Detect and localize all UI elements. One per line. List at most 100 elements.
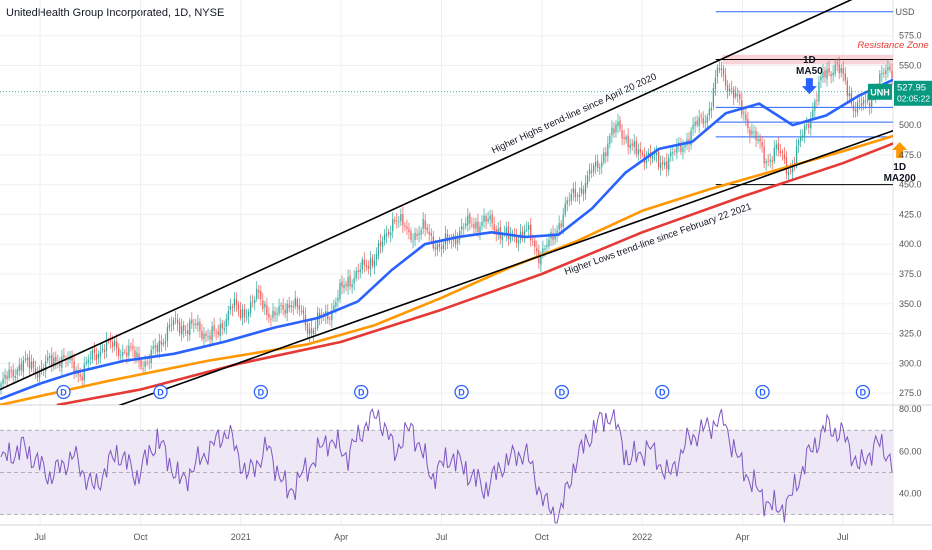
time-tick-label: Oct <box>535 532 550 542</box>
candle-body <box>247 311 250 317</box>
candle-body <box>542 248 544 256</box>
candle-body <box>483 215 485 222</box>
price-badge <box>894 80 932 106</box>
candle-body <box>134 350 136 359</box>
candle-body <box>603 152 605 163</box>
dividend-marker-circle <box>755 384 770 400</box>
candle-body <box>333 305 335 310</box>
candle-body <box>726 85 729 92</box>
candle-body <box>808 124 810 128</box>
candle-body <box>463 227 465 229</box>
candle-body <box>716 67 719 77</box>
candle-body <box>487 218 489 222</box>
candle-body <box>536 248 538 252</box>
candle-body <box>619 120 621 130</box>
candle-body <box>339 283 341 300</box>
candle-body <box>775 144 777 149</box>
candle-body <box>394 220 396 222</box>
candle-body <box>221 322 223 329</box>
dividend-marker-circle <box>554 384 570 400</box>
symbol-badge-label: UNH <box>870 87 890 97</box>
candle-body <box>187 330 189 334</box>
time-tick-label: Apr <box>735 532 749 542</box>
candle-body <box>714 77 717 90</box>
candle-body <box>73 361 75 374</box>
candle-body <box>109 339 112 342</box>
candle-body <box>249 302 252 313</box>
candle-body <box>479 226 481 233</box>
ma50-1d-line <box>0 78 893 401</box>
candle-body <box>335 302 337 307</box>
candle-body <box>47 357 49 361</box>
candle-body <box>85 362 87 364</box>
candle-body <box>580 187 583 194</box>
candle-body <box>160 340 163 345</box>
candle-body <box>722 68 725 76</box>
candle-body <box>566 200 568 204</box>
candle-body <box>158 341 160 353</box>
candle-body <box>170 323 173 325</box>
candle-body <box>428 231 430 235</box>
candle-body <box>116 341 118 349</box>
candle-body <box>828 67 830 73</box>
candle-body <box>296 299 298 307</box>
candle-body <box>398 221 400 223</box>
candle-body <box>637 149 639 155</box>
candle-body <box>343 285 345 289</box>
candle-body <box>402 214 404 226</box>
dividend-marker-label: D <box>759 387 766 397</box>
candle-body <box>668 157 670 171</box>
time-tick-label: 2021 <box>231 532 251 542</box>
candle-body <box>120 355 122 357</box>
candle-body <box>189 320 191 336</box>
dividend-marker-label: D <box>258 387 265 397</box>
candle-body <box>310 327 313 334</box>
candle-body <box>802 135 804 137</box>
candle-body <box>755 130 757 141</box>
rsi-tick-label: 80.00 <box>899 404 922 414</box>
candle-body <box>252 301 254 303</box>
candle-body <box>812 109 814 118</box>
candle-body <box>457 238 459 244</box>
candle-body <box>264 303 266 308</box>
candle-body <box>769 159 771 162</box>
candle-body <box>791 164 794 173</box>
candle-body <box>720 68 723 70</box>
candle-body <box>572 188 575 194</box>
candle-body <box>53 357 55 367</box>
candle-body <box>331 310 333 321</box>
candle-body <box>371 257 374 266</box>
candle-body <box>312 330 315 335</box>
candle-body <box>590 170 593 173</box>
candle-body <box>698 117 700 126</box>
candle-body <box>81 376 83 380</box>
candle-body <box>154 345 156 348</box>
candle-body <box>365 265 367 267</box>
candle-body <box>16 369 18 375</box>
candle-body <box>18 365 20 371</box>
candle-body <box>523 229 526 236</box>
candle-body <box>582 189 585 195</box>
candle-body <box>842 68 844 74</box>
candle-body <box>383 234 386 241</box>
candle-body <box>597 160 599 168</box>
candle-body <box>495 229 497 234</box>
dividend-marker-label: D <box>559 387 566 397</box>
candle-body <box>436 244 439 250</box>
price-tick-label: 475.0 <box>899 150 922 160</box>
candle-body <box>564 203 566 215</box>
candle-body <box>850 92 853 104</box>
candle-body <box>227 310 229 321</box>
candle-body <box>799 136 802 142</box>
candle-body <box>148 361 150 363</box>
candle-body <box>757 139 759 141</box>
candle-body <box>702 118 704 125</box>
candle-body <box>733 89 735 98</box>
candle-body <box>661 161 664 165</box>
candle-body <box>51 354 53 366</box>
candle-body <box>781 151 784 154</box>
candle-body <box>422 219 424 229</box>
candle-body <box>834 64 836 74</box>
candle-body <box>416 233 418 237</box>
